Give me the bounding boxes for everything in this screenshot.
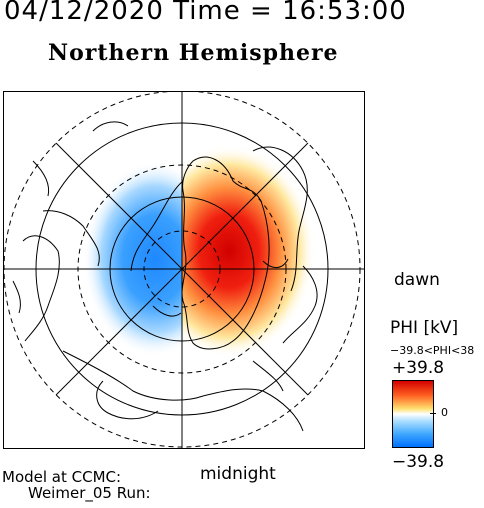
polar-map [3, 91, 365, 449]
model-label: Model at CCMC: [2, 468, 122, 486]
date-time-title: 04/12/2020 Time = 16:53:00 [4, 0, 407, 26]
hemisphere-title: Northern Hemisphere [48, 40, 339, 66]
colorbar-max-label: +39.8 [392, 358, 445, 378]
colorbar-zero-tick [430, 413, 436, 414]
colorbar-range: −39.8<PHI<38 [390, 344, 475, 357]
positive-potential-cell [182, 145, 315, 357]
run-label: Weimer_05 Run: [28, 484, 151, 502]
dawn-label: dawn [394, 270, 440, 290]
midnight-label: midnight [200, 464, 276, 484]
coastlines [12, 121, 318, 432]
negative-potential-cell [83, 161, 182, 357]
colorbar-title: PHI [kV] [390, 318, 459, 338]
colorbar-zero-label: 0 [441, 406, 448, 419]
meridian-lines [3, 91, 365, 449]
colorbar-min-label: −39.8 [392, 452, 445, 472]
colorbar [392, 380, 434, 448]
